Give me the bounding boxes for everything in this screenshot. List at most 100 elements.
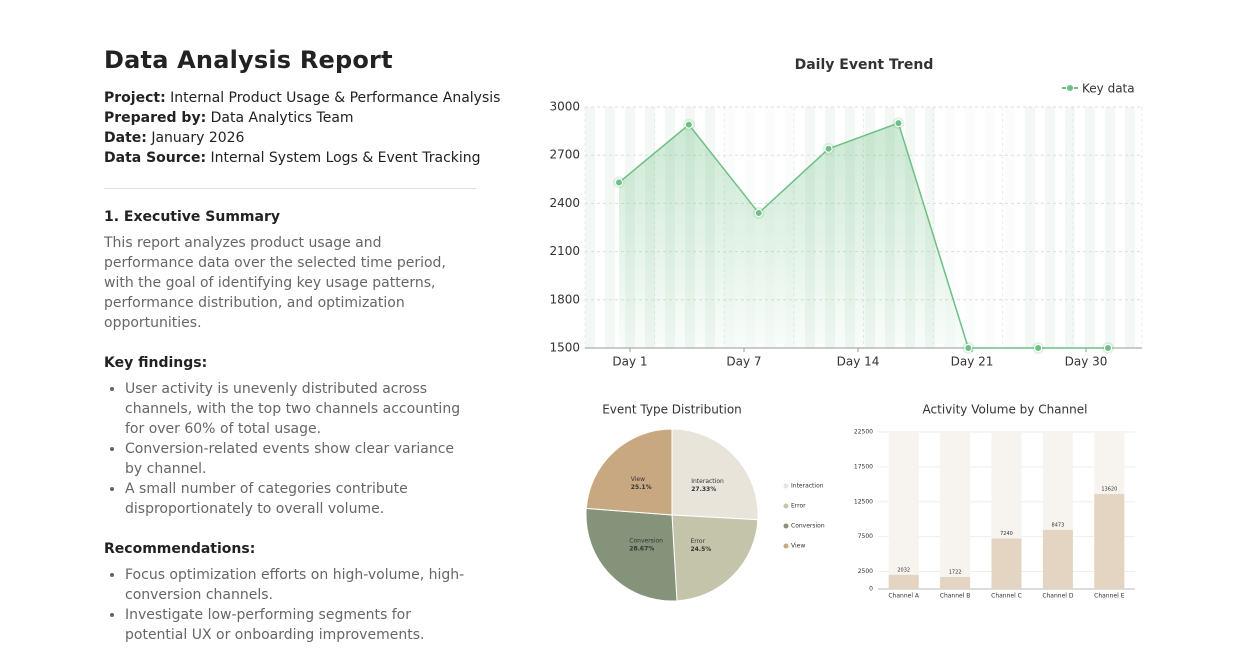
- findings-heading: Key findings:: [104, 355, 208, 371]
- legend-label: Key data: [1082, 82, 1135, 96]
- meta-block: Project: Internal Product Usage & Perfor…: [104, 88, 500, 168]
- x-tick-label: Channel E: [1094, 593, 1125, 600]
- legend-label: Conversion: [791, 523, 825, 530]
- chart-title: Activity Volume by Channel: [923, 403, 1088, 417]
- x-tick-label: Day 30: [1065, 355, 1108, 369]
- legend-marker: [783, 543, 789, 549]
- chart-title: Event Type Distribution: [602, 403, 742, 417]
- recommendations-heading: Recommendations:: [104, 541, 256, 557]
- meta-value: January 2026: [151, 130, 245, 146]
- background-stripe: [605, 107, 615, 348]
- meta-line: Data Source: Internal System Logs & Even…: [104, 148, 481, 168]
- legend-marker: [783, 503, 789, 509]
- point: [964, 344, 973, 352]
- meta-value: Internal Product Usage & Performance Ana…: [170, 90, 501, 106]
- legend-marker: [1066, 84, 1074, 92]
- x-tick-label: Day 1: [612, 355, 647, 369]
- meta-label: Prepared by:: [104, 110, 207, 126]
- bar-background: [888, 432, 919, 589]
- section-heading: 1. Executive Summary: [104, 209, 280, 225]
- y-tick-label: 2400: [549, 196, 580, 210]
- background-stripe: [1025, 107, 1035, 348]
- background-stripe: [585, 107, 595, 348]
- bar: [991, 538, 1022, 589]
- background-stripe: [1105, 107, 1115, 348]
- legend-label: Error: [791, 503, 806, 510]
- chart-title: Daily Event Trend: [795, 57, 934, 73]
- findings-list: User activity is unevenly distributed ac…: [104, 379, 475, 519]
- y-tick-label: 0: [869, 586, 873, 593]
- point: [684, 120, 693, 129]
- bar-value-label: 8473: [1052, 522, 1065, 528]
- meta-value: Internal System Logs & Event Tracking: [210, 150, 481, 166]
- point: [824, 144, 833, 153]
- point: [754, 209, 763, 218]
- x-tick-label: Channel A: [888, 593, 920, 600]
- background-stripe: [1085, 107, 1095, 348]
- page: {"title": "Data Analysis Report", "meta"…: [0, 0, 1260, 636]
- bar-value-label: 13620: [1101, 486, 1117, 492]
- background-stripe: [1065, 107, 1075, 348]
- meta-label: Date:: [104, 130, 147, 146]
- summary-text: This report analyzes product usage and p…: [104, 235, 446, 331]
- background-stripe: [965, 107, 975, 348]
- finding-item: Conversion-related events show clear var…: [125, 439, 475, 479]
- area: [619, 123, 1108, 348]
- bar-value-label: 7240: [1000, 531, 1013, 537]
- y-tick-label: 17500: [854, 463, 873, 470]
- background-stripe: [1005, 107, 1015, 348]
- slice-label: View: [631, 476, 645, 483]
- report-title: Data Analysis Report: [104, 46, 393, 74]
- report-text: Data Analysis Report Project: Internal P…: [104, 46, 500, 667]
- meta-label: Project:: [104, 90, 166, 106]
- slice-value: 24.5%: [690, 546, 711, 553]
- point: [1104, 344, 1112, 352]
- legend-marker: [783, 483, 789, 489]
- pie-slice: [671, 514, 759, 602]
- pie-slice: [671, 428, 759, 521]
- x-tick-label: Day 7: [726, 355, 761, 369]
- y-tick-label: 1800: [549, 292, 580, 306]
- meta-value: Data Analytics Team: [210, 110, 354, 126]
- bar-value-label: 2032: [897, 567, 910, 573]
- y-tick-label: 2700: [549, 148, 580, 162]
- point: [894, 119, 903, 128]
- point: [1034, 344, 1043, 352]
- y-tick-label: 3000: [549, 100, 580, 114]
- x-tick-label: Channel D: [1042, 593, 1074, 600]
- bar: [1042, 529, 1073, 589]
- x-tick-label: Channel C: [991, 593, 1022, 600]
- y-tick-label: 1500: [549, 341, 580, 355]
- charts: Daily Event Trend 1500 1800 2100 2400 2700 300…: [549, 57, 1143, 602]
- meta-line: Date: January 2026: [104, 128, 480, 148]
- background-stripe: [985, 107, 995, 348]
- pie-slice: [585, 428, 673, 516]
- recommendation-item: Focus optimization efforts on high-volum…: [125, 565, 475, 605]
- finding-item: A small number of categories contribute …: [125, 479, 475, 519]
- bar-value-label: 1722: [949, 569, 962, 575]
- finding-item: User activity is unevenly distributed ac…: [125, 379, 475, 439]
- slice-value: 27.33%: [691, 486, 716, 493]
- legend-label: Interaction: [791, 483, 824, 490]
- x-tick-label: Channel B: [940, 593, 971, 600]
- line: [618, 122, 1108, 349]
- slice-label: Conversion: [629, 538, 663, 545]
- meta-line: Project: Internal Product Usage & Perfor…: [104, 88, 500, 108]
- pie-slice: [585, 507, 678, 602]
- bar: [940, 576, 971, 589]
- bar: [1094, 493, 1125, 589]
- meta-label: Data Source:: [104, 150, 207, 166]
- y-tick-label: 7500: [858, 533, 873, 540]
- y-tick-label: 22500: [854, 429, 873, 436]
- y-tick-label: 2500: [858, 568, 873, 575]
- bar-background: [940, 432, 971, 589]
- background-stripe: [1045, 107, 1055, 348]
- legend-label: View: [791, 543, 805, 550]
- y-tick-label: 2100: [549, 244, 580, 258]
- y-tick-label: 12500: [854, 498, 873, 505]
- point: [615, 178, 623, 187]
- slice-value: 25.1%: [631, 484, 652, 491]
- x-tick-label: Day 21: [951, 355, 994, 369]
- bar: [888, 574, 919, 589]
- divider: [104, 188, 476, 189]
